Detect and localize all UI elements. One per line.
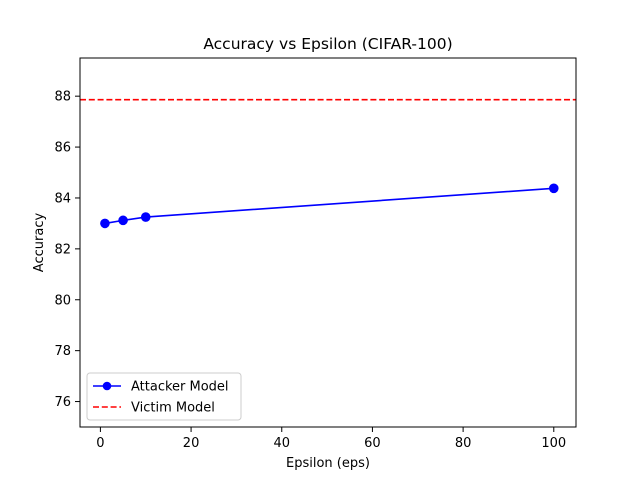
- legend-items: Attacker Model Victim Model: [93, 380, 229, 416]
- y-tick-label: 88: [54, 90, 71, 105]
- attacker-model-point: [140, 212, 151, 222]
- y-tick-label: 84: [54, 191, 71, 206]
- y-tick-label: 86: [54, 141, 71, 156]
- plot-area: [80, 58, 576, 427]
- legend: Attacker Model Victim Model: [86, 372, 242, 421]
- y-tick-label: 82: [54, 242, 71, 257]
- y-tick-label: 78: [54, 344, 71, 359]
- y-tick-label: 76: [54, 395, 71, 410]
- chart-title: Accuracy vs Epsilon (CIFAR-100): [203, 35, 452, 53]
- legend-label: Victim Model: [131, 401, 215, 416]
- legend-marker-attacker: [102, 381, 112, 391]
- attacker-model-point: [118, 215, 128, 226]
- x-tick-label: 60: [364, 436, 381, 451]
- y-axis-title: Accuracy: [32, 213, 47, 273]
- plot-frame: [79, 57, 577, 428]
- x-tick-label: 0: [96, 436, 104, 451]
- series-layer: [80, 98, 576, 229]
- x-tick-label: 40: [273, 436, 290, 451]
- y-tick-label: 80: [54, 293, 71, 308]
- x-tick-label: 80: [455, 436, 472, 451]
- x-tick-label: 20: [183, 436, 200, 451]
- legend-label: Attacker Model: [131, 380, 229, 395]
- axes-layer: 0 20 40 60 80 100 76 78 80 82 84 86 88: [54, 90, 566, 451]
- attacker-model-point: [548, 183, 559, 194]
- attacker-model-line: [104, 187, 554, 225]
- attacker-model-point: [100, 218, 110, 229]
- x-tick-label: 100: [541, 436, 566, 451]
- legend-box: [86, 372, 242, 421]
- x-axis-title: Epsilon (eps): [286, 456, 370, 471]
